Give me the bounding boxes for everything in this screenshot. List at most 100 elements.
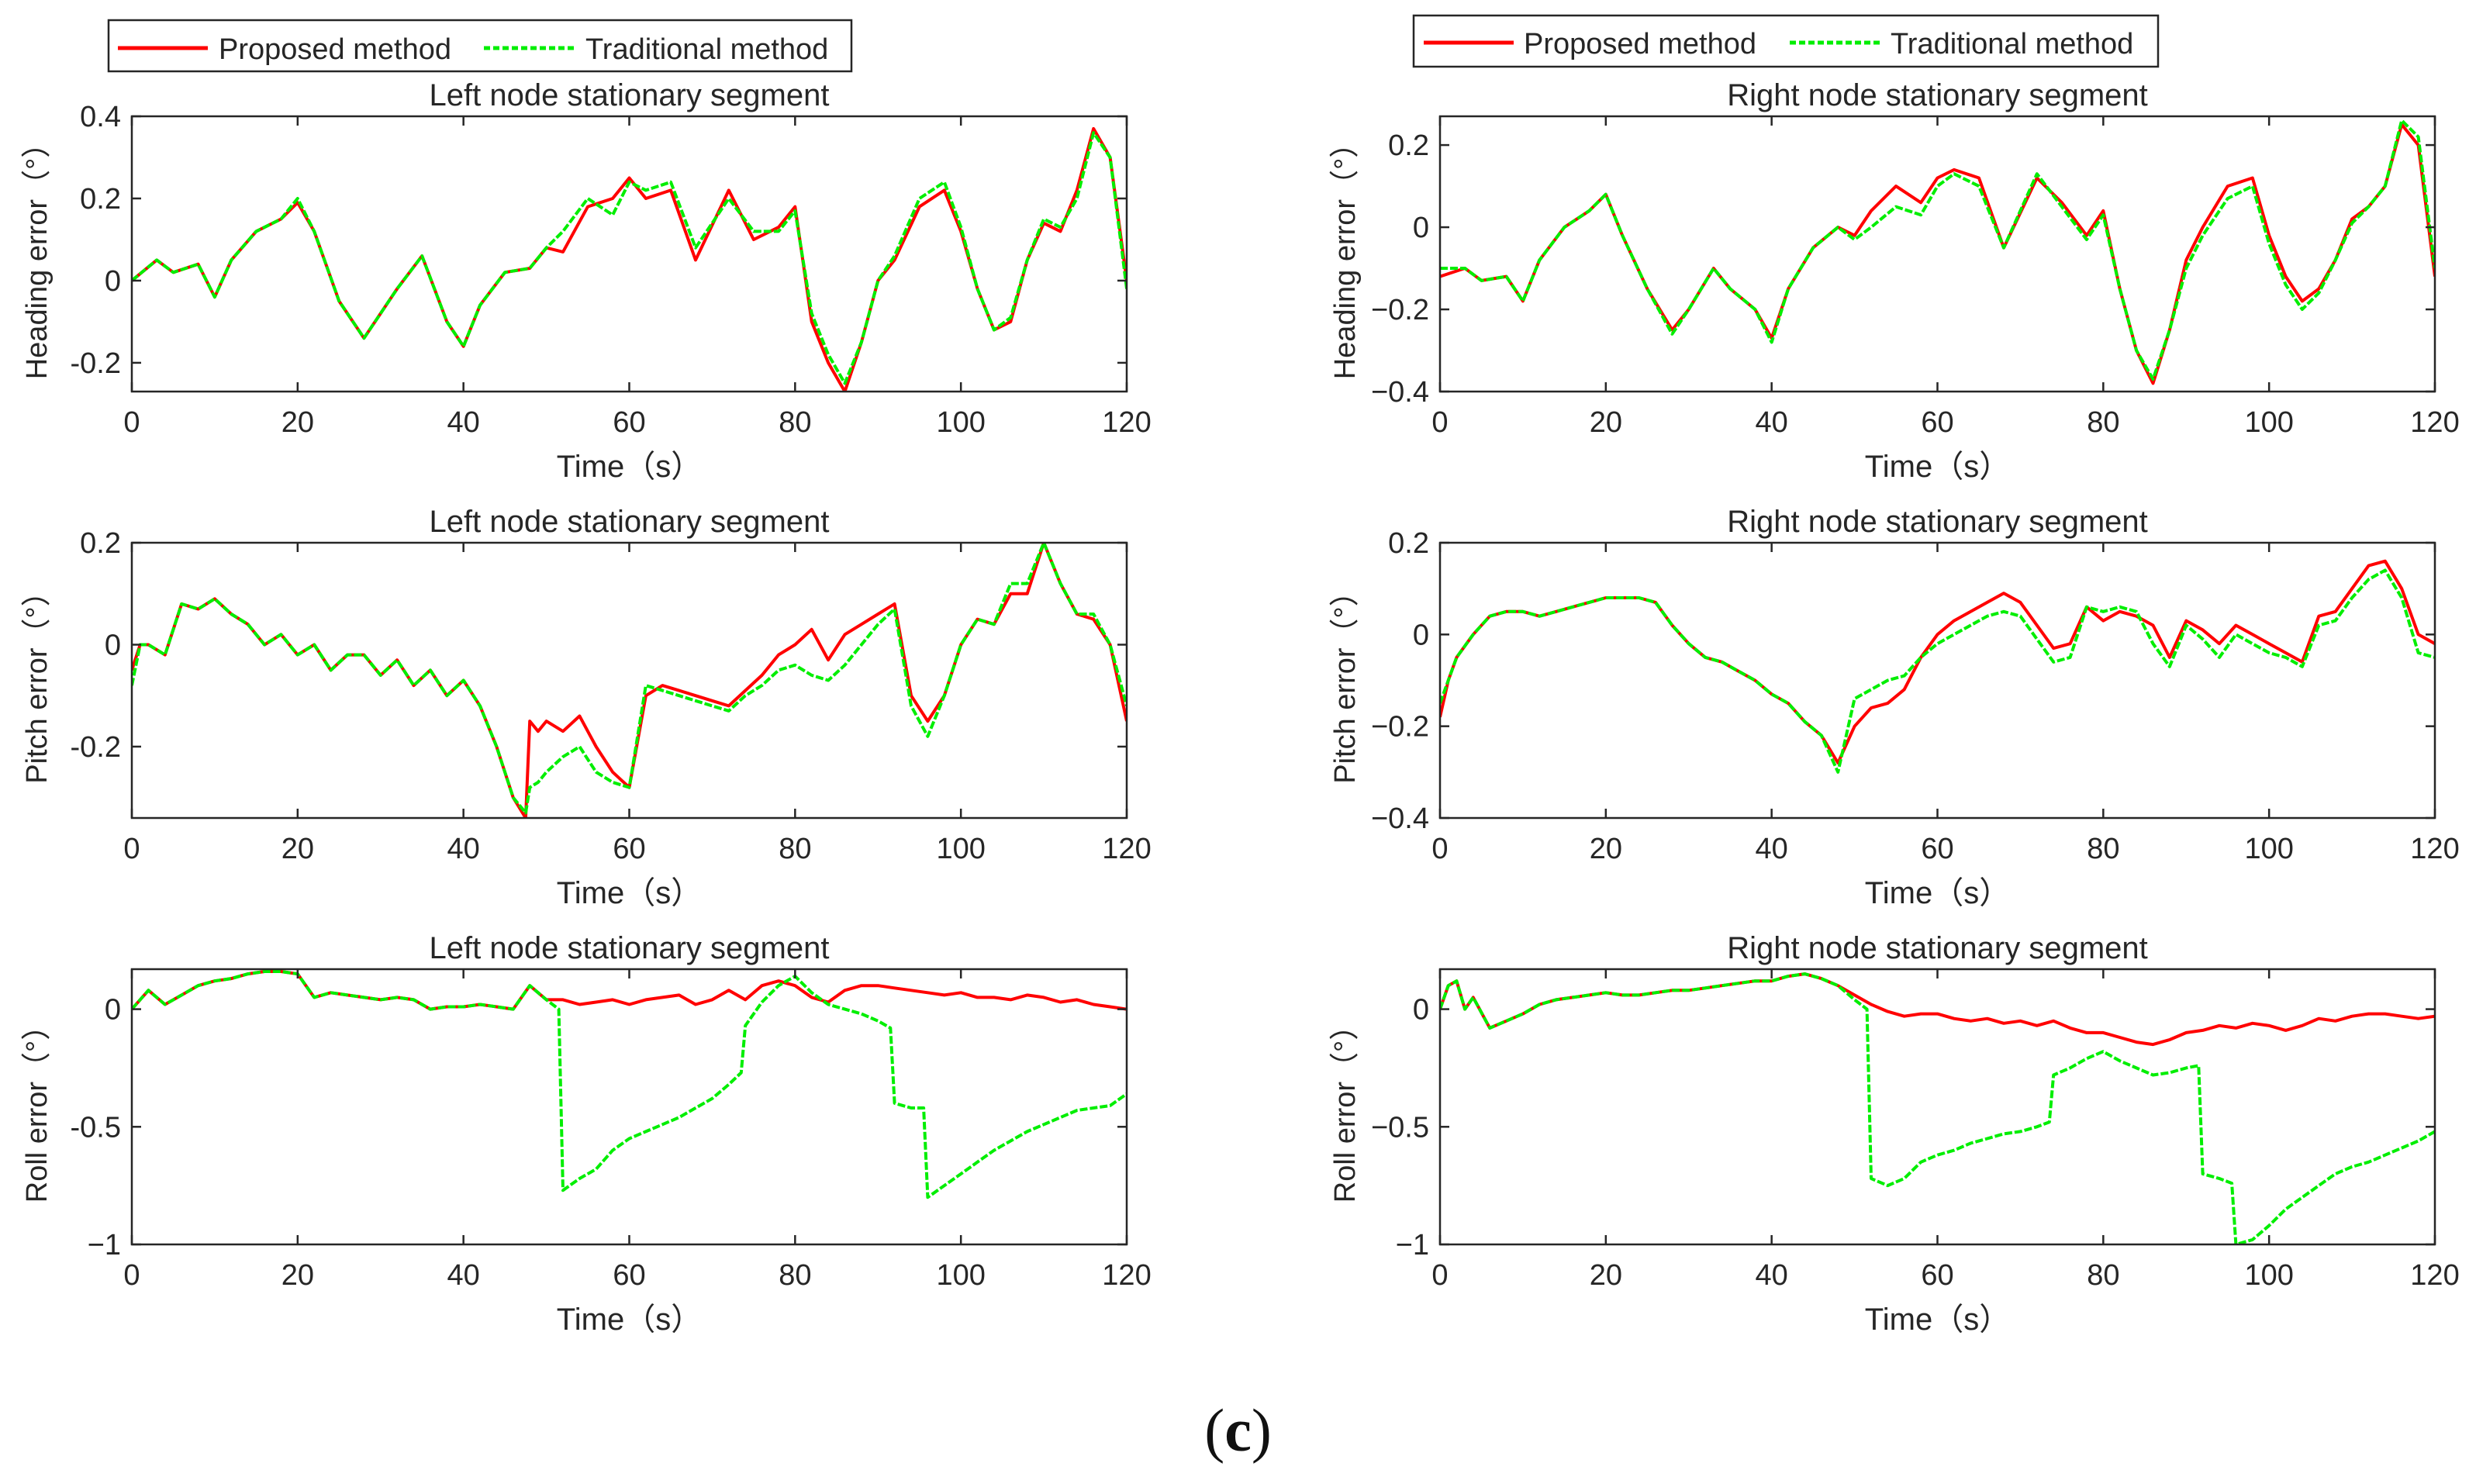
x-tick-label: 100 bbox=[2244, 1259, 2293, 1292]
x-tick-label: 0 bbox=[123, 833, 140, 865]
series-traditional-line bbox=[132, 131, 1127, 385]
chart-title: Left node stationary segment bbox=[430, 931, 830, 965]
y-tick-label: −0.5 bbox=[1371, 1111, 1429, 1144]
y-tick-label: 0 bbox=[1413, 212, 1429, 244]
x-tick-label: 20 bbox=[1590, 406, 1622, 439]
caption-letter: c bbox=[1224, 1396, 1252, 1464]
y-tick-label: -0.5 bbox=[71, 1111, 121, 1144]
y-axis-label: Roll error（°） bbox=[1329, 1011, 1362, 1203]
x-axis-label: Time（s） bbox=[557, 1303, 702, 1337]
series-traditional-line bbox=[1440, 119, 2435, 381]
y-axis-label: Roll error（°） bbox=[21, 1011, 54, 1203]
legend-right: Proposed method Traditional method bbox=[1412, 14, 2160, 68]
series-group bbox=[132, 543, 1127, 818]
y-tick-label: 0 bbox=[105, 265, 121, 298]
chart-title: Right node stationary segment bbox=[1727, 78, 2148, 112]
y-tick-label: −0.2 bbox=[1371, 294, 1429, 326]
y-tick-label: -0.2 bbox=[71, 731, 121, 764]
y-tick-label: −1 bbox=[1396, 1229, 1429, 1261]
x-tick-label: 100 bbox=[2244, 406, 2293, 439]
x-tick-label: 120 bbox=[1102, 1259, 1151, 1292]
caption-open: ( bbox=[1204, 1396, 1225, 1464]
x-tick-label: 20 bbox=[281, 833, 314, 865]
chart-title: Left node stationary segment bbox=[430, 505, 830, 539]
legend-right-box bbox=[1412, 14, 2160, 68]
chart-panel-2: 0 20 40 60 80 100 120 −0.4 −0.2 0 0.2 Right node st… bbox=[1329, 78, 2460, 484]
x-tick-label: 80 bbox=[2087, 406, 2119, 439]
y-tick-label: -0.2 bbox=[71, 347, 121, 380]
x-tick-label: 120 bbox=[2410, 833, 2459, 865]
x-tick-label: 0 bbox=[1431, 1259, 1448, 1292]
plot-area bbox=[1440, 543, 2435, 818]
series-traditional-line bbox=[132, 970, 1127, 1199]
y-tick-label: 0.4 bbox=[80, 101, 121, 133]
legend-left-traditional-label: Traditional method bbox=[585, 33, 828, 66]
x-tick-label: 0 bbox=[1431, 406, 1448, 439]
x-axis-label: Time（s） bbox=[1865, 450, 2010, 484]
x-tick-label: 100 bbox=[936, 1259, 985, 1292]
series-traditional-line bbox=[1440, 568, 2435, 774]
y-axis-label: Heading error（°） bbox=[21, 129, 54, 380]
x-axis-label: Time（s） bbox=[557, 450, 702, 484]
y-tick-label: −0.2 bbox=[1371, 711, 1429, 744]
x-tick-label: 20 bbox=[1590, 1259, 1622, 1292]
x-tick-label: 40 bbox=[447, 406, 480, 439]
x-tick-label: 80 bbox=[779, 406, 811, 439]
legend-left-box bbox=[107, 19, 853, 73]
y-tick-label: 0.2 bbox=[1388, 129, 1429, 162]
x-tick-label: 80 bbox=[779, 1259, 811, 1292]
x-axis-label: Time（s） bbox=[557, 876, 702, 910]
x-tick-label: 100 bbox=[936, 406, 985, 439]
y-axis-label: Pitch error（°） bbox=[1329, 577, 1362, 783]
series-group bbox=[1440, 972, 2435, 1244]
y-tick-label: −0.4 bbox=[1371, 376, 1429, 409]
y-tick-label: 0.2 bbox=[1388, 527, 1429, 560]
chart-panel-3: 0 20 40 60 80 100 120 -0.2 0 0.2 Left node station… bbox=[21, 505, 1152, 910]
x-tick-label: 0 bbox=[123, 406, 140, 439]
y-tick-label: 0 bbox=[105, 994, 121, 1027]
x-tick-label: 100 bbox=[936, 833, 985, 865]
chart-panel-5: 0 20 40 60 80 100 120 −1 -0.5 0 Left node stationa… bbox=[21, 931, 1152, 1337]
x-tick-label: 40 bbox=[447, 833, 480, 865]
plot-area bbox=[1440, 969, 2435, 1244]
y-tick-label: 0 bbox=[105, 629, 121, 661]
legend-right-proposed-label: Proposed method bbox=[1524, 28, 1756, 60]
chart-panel-6: 0 20 40 60 80 100 120 −1 −0.5 0 Right node station… bbox=[1329, 931, 2460, 1337]
x-tick-label: 120 bbox=[2410, 1259, 2459, 1292]
x-tick-label: 40 bbox=[1756, 833, 1788, 865]
plot-area bbox=[1440, 116, 2435, 392]
x-tick-label: 60 bbox=[613, 406, 645, 439]
x-tick-label: 80 bbox=[779, 833, 811, 865]
x-tick-label: 0 bbox=[123, 1259, 140, 1292]
x-tick-label: 40 bbox=[447, 1259, 480, 1292]
x-tick-label: 40 bbox=[1756, 406, 1788, 439]
x-tick-label: 100 bbox=[2244, 833, 2293, 865]
y-tick-label: 0.2 bbox=[80, 183, 121, 216]
y-tick-label: 0 bbox=[1413, 994, 1429, 1027]
x-tick-label: 120 bbox=[1102, 406, 1151, 439]
y-tick-label: 0 bbox=[1413, 619, 1429, 651]
caption-close: ) bbox=[1251, 1396, 1272, 1464]
chart-title: Right node stationary segment bbox=[1727, 505, 2148, 539]
x-tick-label: 120 bbox=[2410, 406, 2459, 439]
x-tick-label: 20 bbox=[281, 1259, 314, 1292]
x-tick-label: 20 bbox=[1590, 833, 1622, 865]
x-tick-label: 60 bbox=[1921, 406, 1953, 439]
x-tick-label: 40 bbox=[1756, 1259, 1788, 1292]
legend-left: Proposed method Traditional method bbox=[107, 19, 853, 73]
x-axis-label: Time（s） bbox=[1865, 1303, 2010, 1337]
series-group bbox=[132, 126, 1127, 392]
plot-area bbox=[132, 969, 1127, 1244]
series-traditional-line bbox=[132, 543, 1127, 815]
x-tick-label: 60 bbox=[613, 833, 645, 865]
y-axis-label: Heading error（°） bbox=[1329, 129, 1362, 380]
x-tick-label: 60 bbox=[1921, 1259, 1953, 1292]
chart-title: Right node stationary segment bbox=[1727, 931, 2148, 965]
x-tick-label: 20 bbox=[281, 406, 314, 439]
x-tick-label: 60 bbox=[613, 1259, 645, 1292]
series-traditional-line bbox=[1440, 972, 2435, 1244]
series-group bbox=[1440, 559, 2435, 774]
chart-title: Left node stationary segment bbox=[430, 78, 830, 112]
